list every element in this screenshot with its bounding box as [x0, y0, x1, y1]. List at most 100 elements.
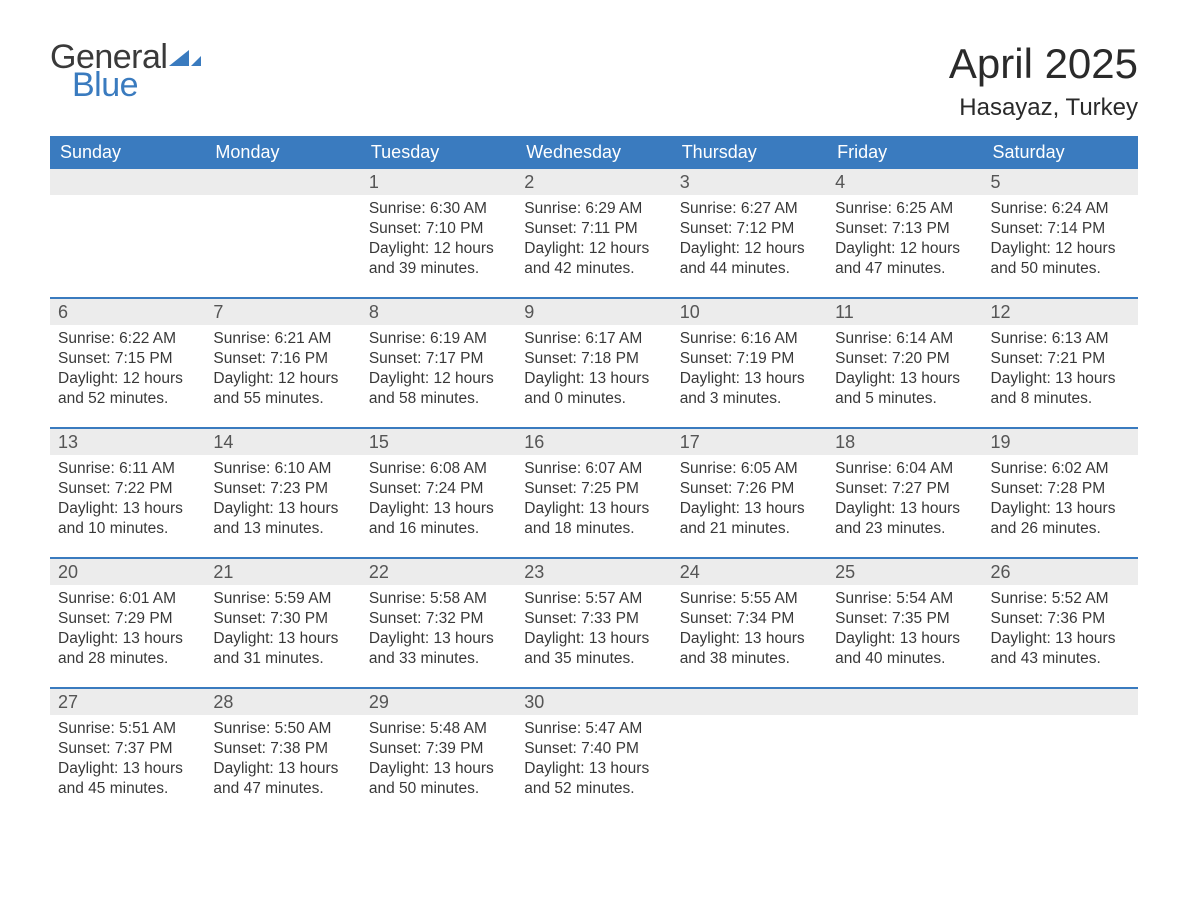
day-cell: 7Sunrise: 6:21 AMSunset: 7:16 PMDaylight…: [205, 299, 360, 427]
week-row: 20Sunrise: 6:01 AMSunset: 7:29 PMDayligh…: [50, 557, 1138, 687]
sunset-line: Sunset: 7:11 PM: [524, 219, 663, 239]
day-cell: 23Sunrise: 5:57 AMSunset: 7:33 PMDayligh…: [516, 559, 671, 687]
day-number: 27: [50, 689, 205, 715]
sunset-line: Sunset: 7:29 PM: [58, 609, 197, 629]
day-number: 30: [516, 689, 671, 715]
day-cell: 3Sunrise: 6:27 AMSunset: 7:12 PMDaylight…: [672, 169, 827, 297]
week-row: 1Sunrise: 6:30 AMSunset: 7:10 PMDaylight…: [50, 169, 1138, 297]
week-row: 13Sunrise: 6:11 AMSunset: 7:22 PMDayligh…: [50, 427, 1138, 557]
daylight-line: Daylight: 13 hours: [835, 369, 974, 389]
daylight-line-2: and 38 minutes.: [680, 649, 819, 669]
day-cell: 10Sunrise: 6:16 AMSunset: 7:19 PMDayligh…: [672, 299, 827, 427]
daylight-line: Daylight: 13 hours: [680, 369, 819, 389]
logo-text: General Blue: [50, 40, 167, 102]
day-number: 11: [827, 299, 982, 325]
daylight-line: Daylight: 12 hours: [58, 369, 197, 389]
sunset-line: Sunset: 7:23 PM: [213, 479, 352, 499]
daylight-line: Daylight: 13 hours: [213, 629, 352, 649]
sunrise-line: Sunrise: 6:14 AM: [835, 329, 974, 349]
weeks-container: 1Sunrise: 6:30 AMSunset: 7:10 PMDaylight…: [50, 169, 1138, 817]
sunrise-line: Sunrise: 5:51 AM: [58, 719, 197, 739]
day-number: 15: [361, 429, 516, 455]
day-number: 25: [827, 559, 982, 585]
daylight-line-2: and 45 minutes.: [58, 779, 197, 799]
day-content: Sunrise: 6:16 AMSunset: 7:19 PMDaylight:…: [672, 325, 827, 422]
day-of-week-header: SundayMondayTuesdayWednesdayThursdayFrid…: [50, 136, 1138, 169]
day-cell: 25Sunrise: 5:54 AMSunset: 7:35 PMDayligh…: [827, 559, 982, 687]
daylight-line-2: and 47 minutes.: [213, 779, 352, 799]
day-content: Sunrise: 5:58 AMSunset: 7:32 PMDaylight:…: [361, 585, 516, 682]
sunset-line: Sunset: 7:25 PM: [524, 479, 663, 499]
sunrise-line: Sunrise: 5:47 AM: [524, 719, 663, 739]
sunrise-line: Sunrise: 5:55 AM: [680, 589, 819, 609]
day-content: Sunrise: 6:27 AMSunset: 7:12 PMDaylight:…: [672, 195, 827, 292]
daylight-line-2: and 50 minutes.: [369, 779, 508, 799]
day-content: Sunrise: 5:47 AMSunset: 7:40 PMDaylight:…: [516, 715, 671, 812]
sunset-line: Sunset: 7:10 PM: [369, 219, 508, 239]
day-content: Sunrise: 5:54 AMSunset: 7:35 PMDaylight:…: [827, 585, 982, 682]
daylight-line-2: and 5 minutes.: [835, 389, 974, 409]
day-number: 23: [516, 559, 671, 585]
daylight-line-2: and 3 minutes.: [680, 389, 819, 409]
day-content: Sunrise: 6:05 AMSunset: 7:26 PMDaylight:…: [672, 455, 827, 552]
dow-cell: Sunday: [50, 136, 205, 169]
day-content: Sunrise: 6:30 AMSunset: 7:10 PMDaylight:…: [361, 195, 516, 292]
daylight-line: Daylight: 12 hours: [835, 239, 974, 259]
sunset-line: Sunset: 7:36 PM: [991, 609, 1130, 629]
daylight-line-2: and 33 minutes.: [369, 649, 508, 669]
daylight-line-2: and 16 minutes.: [369, 519, 508, 539]
daylight-line: Daylight: 12 hours: [213, 369, 352, 389]
daylight-line-2: and 23 minutes.: [835, 519, 974, 539]
day-content: Sunrise: 6:22 AMSunset: 7:15 PMDaylight:…: [50, 325, 205, 422]
sunset-line: Sunset: 7:26 PM: [680, 479, 819, 499]
day-cell: 14Sunrise: 6:10 AMSunset: 7:23 PMDayligh…: [205, 429, 360, 557]
day-number: 13: [50, 429, 205, 455]
daylight-line: Daylight: 13 hours: [213, 759, 352, 779]
title-block: April 2025 Hasayaz, Turkey: [949, 40, 1138, 122]
sunrise-line: Sunrise: 6:16 AM: [680, 329, 819, 349]
day-cell: 11Sunrise: 6:14 AMSunset: 7:20 PMDayligh…: [827, 299, 982, 427]
day-content: Sunrise: 6:29 AMSunset: 7:11 PMDaylight:…: [516, 195, 671, 292]
daylight-line: Daylight: 12 hours: [369, 369, 508, 389]
daylight-line: Daylight: 13 hours: [991, 629, 1130, 649]
day-number: 29: [361, 689, 516, 715]
week-row: 27Sunrise: 5:51 AMSunset: 7:37 PMDayligh…: [50, 687, 1138, 817]
day-cell: [827, 689, 982, 817]
daylight-line: Daylight: 13 hours: [58, 759, 197, 779]
logo: General Blue: [50, 40, 201, 102]
day-content: Sunrise: 5:51 AMSunset: 7:37 PMDaylight:…: [50, 715, 205, 812]
day-content: Sunrise: 6:14 AMSunset: 7:20 PMDaylight:…: [827, 325, 982, 422]
day-content: Sunrise: 6:11 AMSunset: 7:22 PMDaylight:…: [50, 455, 205, 552]
sunrise-line: Sunrise: 6:13 AM: [991, 329, 1130, 349]
day-cell: [983, 689, 1138, 817]
day-content: Sunrise: 5:59 AMSunset: 7:30 PMDaylight:…: [205, 585, 360, 682]
day-cell: 21Sunrise: 5:59 AMSunset: 7:30 PMDayligh…: [205, 559, 360, 687]
day-cell: 6Sunrise: 6:22 AMSunset: 7:15 PMDaylight…: [50, 299, 205, 427]
day-number: 2: [516, 169, 671, 195]
sunrise-line: Sunrise: 6:08 AM: [369, 459, 508, 479]
sunrise-line: Sunrise: 6:02 AM: [991, 459, 1130, 479]
day-content: Sunrise: 5:52 AMSunset: 7:36 PMDaylight:…: [983, 585, 1138, 682]
sunset-line: Sunset: 7:13 PM: [835, 219, 974, 239]
day-number: 4: [827, 169, 982, 195]
day-cell: 1Sunrise: 6:30 AMSunset: 7:10 PMDaylight…: [361, 169, 516, 297]
sunrise-line: Sunrise: 6:19 AM: [369, 329, 508, 349]
day-number: 12: [983, 299, 1138, 325]
sunset-line: Sunset: 7:12 PM: [680, 219, 819, 239]
daylight-line: Daylight: 13 hours: [524, 499, 663, 519]
sunset-line: Sunset: 7:35 PM: [835, 609, 974, 629]
sunrise-line: Sunrise: 6:07 AM: [524, 459, 663, 479]
sunset-line: Sunset: 7:38 PM: [213, 739, 352, 759]
day-content: Sunrise: 5:57 AMSunset: 7:33 PMDaylight:…: [516, 585, 671, 682]
day-content: Sunrise: 6:13 AMSunset: 7:21 PMDaylight:…: [983, 325, 1138, 422]
daylight-line-2: and 52 minutes.: [524, 779, 663, 799]
daylight-line: Daylight: 12 hours: [524, 239, 663, 259]
day-number: 28: [205, 689, 360, 715]
day-content: Sunrise: 6:19 AMSunset: 7:17 PMDaylight:…: [361, 325, 516, 422]
sunset-line: Sunset: 7:19 PM: [680, 349, 819, 369]
daylight-line: Daylight: 13 hours: [680, 499, 819, 519]
day-cell: 8Sunrise: 6:19 AMSunset: 7:17 PMDaylight…: [361, 299, 516, 427]
day-content: Sunrise: 6:07 AMSunset: 7:25 PMDaylight:…: [516, 455, 671, 552]
day-number: [50, 169, 205, 195]
day-content: Sunrise: 6:08 AMSunset: 7:24 PMDaylight:…: [361, 455, 516, 552]
